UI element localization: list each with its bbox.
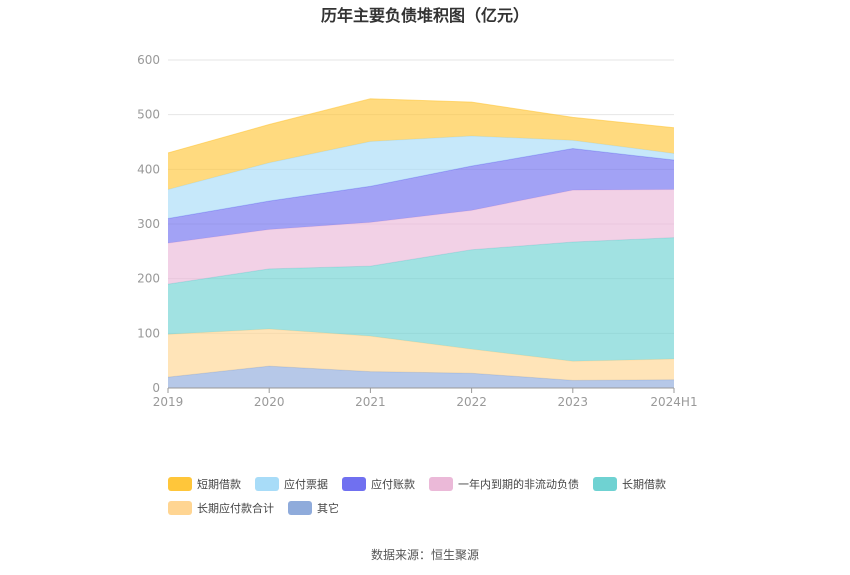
area-series-1: [168, 328, 674, 381]
legend-item[interactable]: 一年内到期的非流动负债: [429, 472, 579, 496]
legend-item[interactable]: 短期借款: [168, 472, 241, 496]
y-tick-label: 0: [152, 381, 160, 395]
legend-swatch: [288, 501, 312, 515]
legend-label: 短期借款: [197, 478, 241, 491]
legend-label: 长期借款: [622, 478, 666, 491]
area-series-line-6: [167, 98, 675, 154]
legend-item[interactable]: 应付票据: [255, 472, 328, 496]
legend-item[interactable]: 长期应付款合计: [168, 496, 274, 520]
area-series-5: [168, 135, 674, 219]
area-series-4: [168, 148, 674, 244]
x-tick-label: 2022: [456, 395, 487, 409]
y-tick-label: 200: [137, 272, 160, 286]
legend-swatch: [168, 477, 192, 491]
x-tick-label: 2019: [153, 395, 184, 409]
area-series-6: [168, 98, 674, 190]
y-tick-label: 400: [137, 162, 160, 176]
legend-item[interactable]: 其它: [288, 496, 339, 520]
legend-swatch: [429, 477, 453, 491]
legend-swatch: [255, 477, 279, 491]
x-tick-label: 2023: [558, 395, 589, 409]
legend-label: 应付账款: [371, 478, 415, 491]
legend-label: 长期应付款合计: [197, 502, 274, 515]
area-series-3: [168, 189, 674, 285]
legend-label: 其它: [317, 502, 339, 515]
y-tick-label: 300: [137, 217, 160, 231]
y-tick-label: 100: [137, 326, 160, 340]
y-tick-label: 600: [137, 53, 160, 67]
area-series-0: [168, 366, 674, 388]
legend-label: 应付票据: [284, 478, 328, 491]
stacked-area-chart: 0 100 200 300 400 500 600 2019 2020 2021 2022 2023 2…: [137, 53, 698, 409]
chart-title: 历年主要负债堆积图（亿元）: [320, 6, 529, 25]
source-note: 数据来源：恒生聚源: [370, 548, 479, 562]
legend-label: 一年内到期的非流动负债: [458, 478, 579, 491]
x-tick-label: 2024H1: [650, 395, 697, 409]
legend-swatch: [342, 477, 366, 491]
legend-item[interactable]: 长期借款: [593, 472, 666, 496]
x-tick-label: 2020: [254, 395, 285, 409]
legend: 短期借款 应付票据 应付账款 一年内到期的非流动负债 长期借款长期应付款合计 其它: [168, 472, 728, 520]
x-tick-label: 2021: [355, 395, 386, 409]
legend-swatch: [168, 501, 192, 515]
area-series-group: [167, 98, 675, 388]
legend-item[interactable]: 应付账款: [342, 472, 415, 496]
y-tick-label: 500: [137, 108, 160, 122]
legend-swatch: [593, 477, 617, 491]
axes: 0 100 200 300 400 500 600 2019 2020 2021 2022 2023 2…: [137, 53, 698, 409]
